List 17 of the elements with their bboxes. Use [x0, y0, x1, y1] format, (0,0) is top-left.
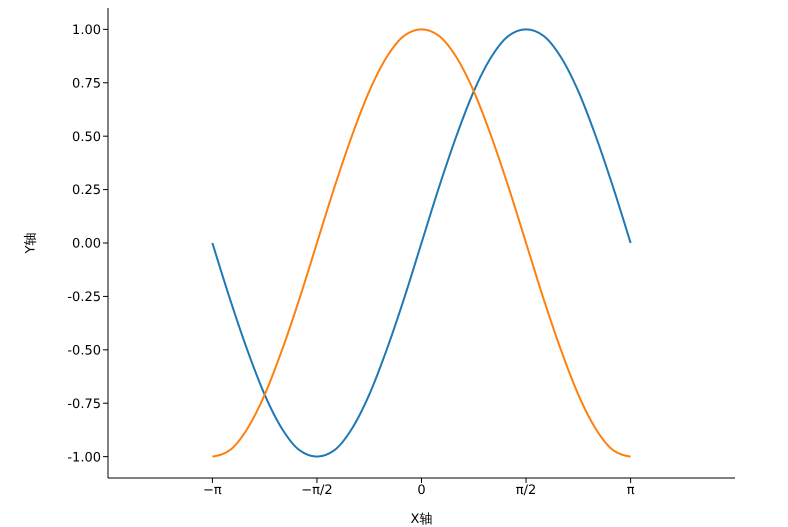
y-tick-label: 1.00: [72, 22, 101, 38]
x-tick-label: π/2: [516, 483, 536, 498]
y-tick-label: 0.75: [72, 76, 101, 92]
line-series: [211, 28, 632, 458]
y-tick-label: -0.50: [67, 343, 101, 358]
y-tick-label: 0.50: [72, 130, 101, 145]
y-tick-label: 0.25: [72, 183, 101, 198]
y-tick-label: 0.00: [72, 236, 101, 252]
y-tick-label: -1.00: [67, 450, 101, 466]
x-axis-title: X轴: [410, 512, 432, 527]
x-tick-label: −π: [203, 483, 222, 498]
y-tick-label: -0.25: [67, 290, 101, 306]
y-tick-label: -0.75: [67, 396, 101, 412]
x-tick-label: π: [626, 483, 635, 498]
x-tick-label: 0: [417, 483, 426, 498]
y-axis-title: Y轴: [24, 232, 39, 254]
x-tick-label: −π/2: [301, 483, 333, 498]
